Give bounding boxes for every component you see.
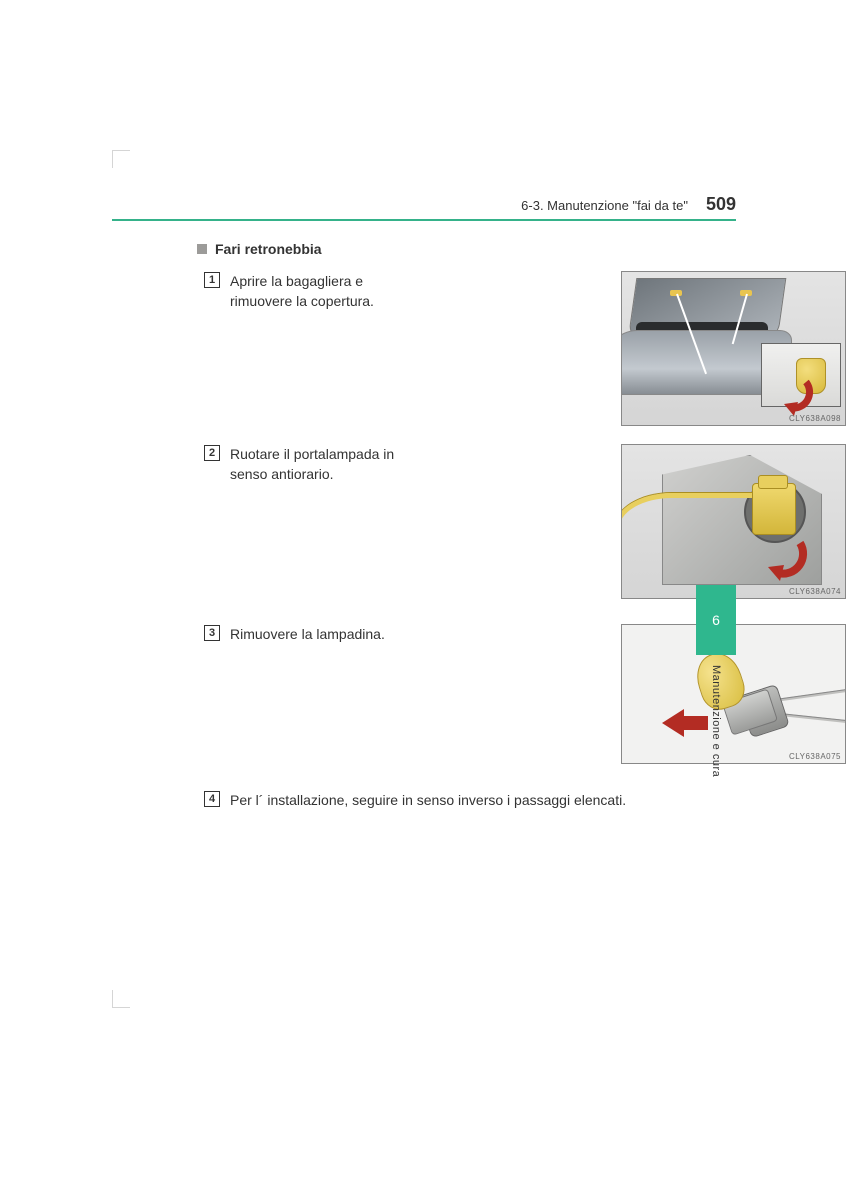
crop-mark	[112, 990, 130, 1008]
figure-code: CLY638A075	[789, 752, 841, 761]
step-text: Aprire la bagagliera e rimuovere la cope…	[230, 271, 420, 312]
chapter-number: 6	[696, 585, 736, 655]
section-path: 6-3. Manutenzione "fai da te"	[521, 198, 688, 213]
step-text: Ruotare il portalampada in senso antiora…	[230, 444, 420, 485]
step-4: 4 Per l´ installazione, seguire in senso…	[204, 790, 736, 810]
page-content: 6-3. Manutenzione "fai da te" 509 Fari r…	[112, 150, 736, 828]
chapter-label: Manutenzione e cura	[710, 665, 722, 777]
rotate-arrow-icon	[760, 531, 810, 581]
figure-1: CLY638A098	[621, 271, 846, 426]
section-title: Fari retronebbia	[215, 241, 322, 257]
figure-code: CLY638A074	[789, 587, 841, 596]
step-number: 3	[204, 625, 220, 641]
figure-code: CLY638A098	[789, 414, 841, 423]
bullet-icon	[197, 244, 207, 254]
step-text: Per l´ installazione, seguire in senso i…	[230, 790, 626, 810]
step-number: 1	[204, 272, 220, 288]
step-1: 1 Aprire la bagagliera e rimuovere la co…	[204, 271, 736, 426]
rotate-arrow-icon	[778, 376, 818, 416]
step-text: Rimuovere la lampadina.	[230, 624, 420, 644]
step-2: 2 Ruotare il portalampada in senso antio…	[204, 444, 736, 606]
step-3: 3 Rimuovere la lampadina. CLY638A075	[204, 624, 736, 772]
page-number: 509	[706, 194, 736, 215]
page-header: 6-3. Manutenzione "fai da te" 509	[112, 194, 736, 215]
section-header: Fari retronebbia	[197, 241, 736, 257]
chapter-tab: 6 Manutenzione e cura	[696, 585, 736, 777]
step-number: 4	[204, 791, 220, 807]
step-number: 2	[204, 445, 220, 461]
figure-2: CLY638A074	[621, 444, 846, 599]
header-divider	[112, 219, 736, 221]
